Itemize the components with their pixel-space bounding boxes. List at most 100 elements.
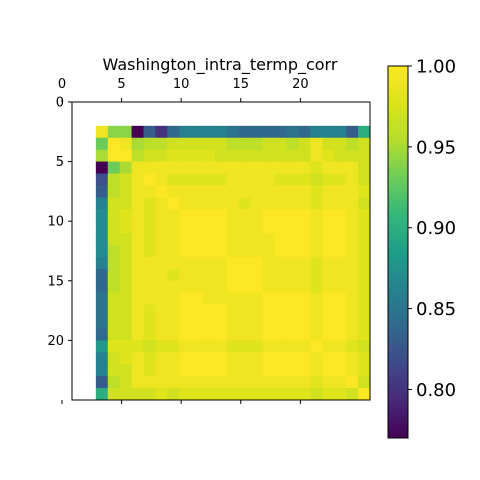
heatmap-cell-18-19 [298, 316, 311, 329]
heatmap-cell-2-23 [346, 125, 359, 139]
heatmap-cell-24-4 [119, 388, 133, 401]
heatmap-cell-16-11 [203, 292, 216, 306]
heatmap-cell-5-2 [95, 161, 109, 175]
heatmap-cell-23-17 [274, 376, 288, 389]
heatmap-cell-19-15 [250, 328, 264, 341]
heatmap-cell-7-4 [119, 185, 133, 198]
heatmap-cell-4-18 [286, 149, 299, 163]
heatmap-cell-20-2 [95, 340, 109, 353]
heatmap-cell-19-20 [310, 328, 323, 341]
heatmap-cell-24-19 [298, 388, 311, 401]
heatmap-cell-14-10 [191, 268, 204, 282]
heatmap-cell-15-14 [238, 280, 252, 294]
heatmap-cell-19-24 [358, 328, 371, 341]
heatmap-cell-6-22 [334, 173, 347, 186]
heatmap-cell-19-8 [167, 328, 180, 341]
heatmap-cell-5-15 [250, 161, 264, 175]
heatmap-cell-7-17 [274, 185, 288, 198]
heatmap-cell-8-6 [143, 197, 156, 210]
heatmap-cell-24-20 [310, 388, 323, 401]
heatmap-cell-20-21 [322, 340, 335, 353]
heatmap-cell-13-19 [298, 256, 311, 270]
heatmap-cell-10-8 [167, 221, 180, 234]
heatmap-cell-23-9 [179, 376, 192, 389]
heatmap-cell-5-10 [191, 161, 204, 175]
heatmap-cell-24-14 [238, 388, 252, 401]
heatmap-cell-10-24 [358, 221, 371, 234]
x-tick-label-15: 15 [232, 77, 249, 92]
heatmap-cell-18-4 [119, 316, 133, 329]
heatmap-cell-8-2 [95, 197, 109, 210]
heatmap-cell-21-10 [191, 352, 204, 365]
heatmap-cell-10-17 [274, 221, 288, 234]
heatmap-cell-22-10 [191, 364, 204, 377]
heatmap-cell-9-20 [310, 209, 323, 222]
heatmap-cell-8-24 [358, 197, 371, 210]
heatmap-cell-24-7 [155, 388, 168, 401]
heatmap-cell-12-5 [131, 245, 145, 258]
heatmap-cell-9-16 [262, 209, 276, 222]
heatmap-cell-9-4 [119, 209, 133, 222]
heatmap-cell-12-20 [310, 245, 323, 258]
heatmap-cell-17-8 [167, 304, 180, 318]
heatmap-cell-19-12 [215, 328, 228, 341]
heatmap-cell-2-15 [250, 125, 264, 139]
heatmap-cell-14-13 [226, 268, 240, 282]
heatmap-cell-18-18 [286, 316, 299, 329]
heatmap-cell-13-14 [238, 256, 252, 270]
heatmap-cell-15-8 [167, 280, 180, 294]
heatmap-cell-18-10 [191, 316, 204, 329]
heatmap-cell-13-17 [274, 256, 288, 270]
heatmap-cell-8-9 [179, 197, 192, 210]
heatmap-cell-6-14 [238, 173, 252, 186]
heatmap-cell-17-5 [131, 304, 145, 318]
heatmap-cell-17-12 [215, 304, 228, 318]
heatmap-cell-13-4 [119, 256, 133, 270]
heatmap-cell-18-6 [143, 316, 156, 329]
heatmap-cell-17-11 [203, 304, 216, 318]
heatmap-cell-7-5 [131, 185, 145, 198]
heatmap-cell-18-9 [179, 316, 192, 329]
heatmap-cell-15-17 [274, 280, 288, 294]
heatmap-cell-11-5 [131, 233, 145, 246]
heatmap-cell-5-14 [238, 161, 252, 175]
heatmap-cell-17-19 [298, 304, 311, 318]
heatmap-cell-11-6 [143, 233, 156, 246]
heatmap-cell-23-2 [95, 376, 109, 389]
heatmap-cell-5-16 [262, 161, 276, 175]
heatmap-cell-15-16 [262, 280, 276, 294]
heatmap-cell-16-2 [95, 292, 109, 306]
heatmap-cell-23-6 [143, 376, 156, 389]
heatmap-cell-8-11 [203, 197, 216, 210]
heatmap-cell-9-11 [203, 209, 216, 222]
heatmap-cell-15-15 [250, 280, 264, 294]
heatmap-cell-24-12 [215, 388, 228, 401]
heatmap-cell-14-23 [346, 268, 359, 282]
heatmap-cell-13-18 [286, 256, 299, 270]
heatmap-cell-9-18 [286, 209, 299, 222]
heatmap-cell-12-15 [250, 245, 264, 258]
heatmap-cell-14-11 [203, 268, 216, 282]
heatmap-cell-10-13 [226, 221, 240, 234]
heatmap-cell-15-9 [179, 280, 192, 294]
heatmap-cell-14-19 [298, 268, 311, 282]
heatmap-cell-12-4 [119, 245, 133, 258]
y-tick-label-0: 0 [56, 95, 64, 110]
heatmap-cell-11-23 [346, 233, 359, 246]
heatmap-cell-21-9 [179, 352, 192, 365]
heatmap-cell-9-24 [358, 209, 371, 222]
heatmap-cell-3-19 [298, 137, 311, 151]
heatmap-cell-10-12 [215, 221, 228, 234]
heatmap-cell-4-14 [238, 149, 252, 163]
heatmap-cell-14-16 [262, 268, 276, 282]
heatmap-cell-11-2 [95, 233, 109, 246]
heatmap-cell-8-21 [322, 197, 335, 210]
heatmap-cell-6-11 [203, 173, 216, 186]
heatmap-cell-17-17 [274, 304, 288, 318]
heatmap-cell-8-20 [310, 197, 323, 210]
heatmap-cell-11-11 [203, 233, 216, 246]
heatmap-cell-10-9 [179, 221, 192, 234]
heatmap-cell-5-12 [215, 161, 228, 175]
heatmap-cell-15-23 [346, 280, 359, 294]
